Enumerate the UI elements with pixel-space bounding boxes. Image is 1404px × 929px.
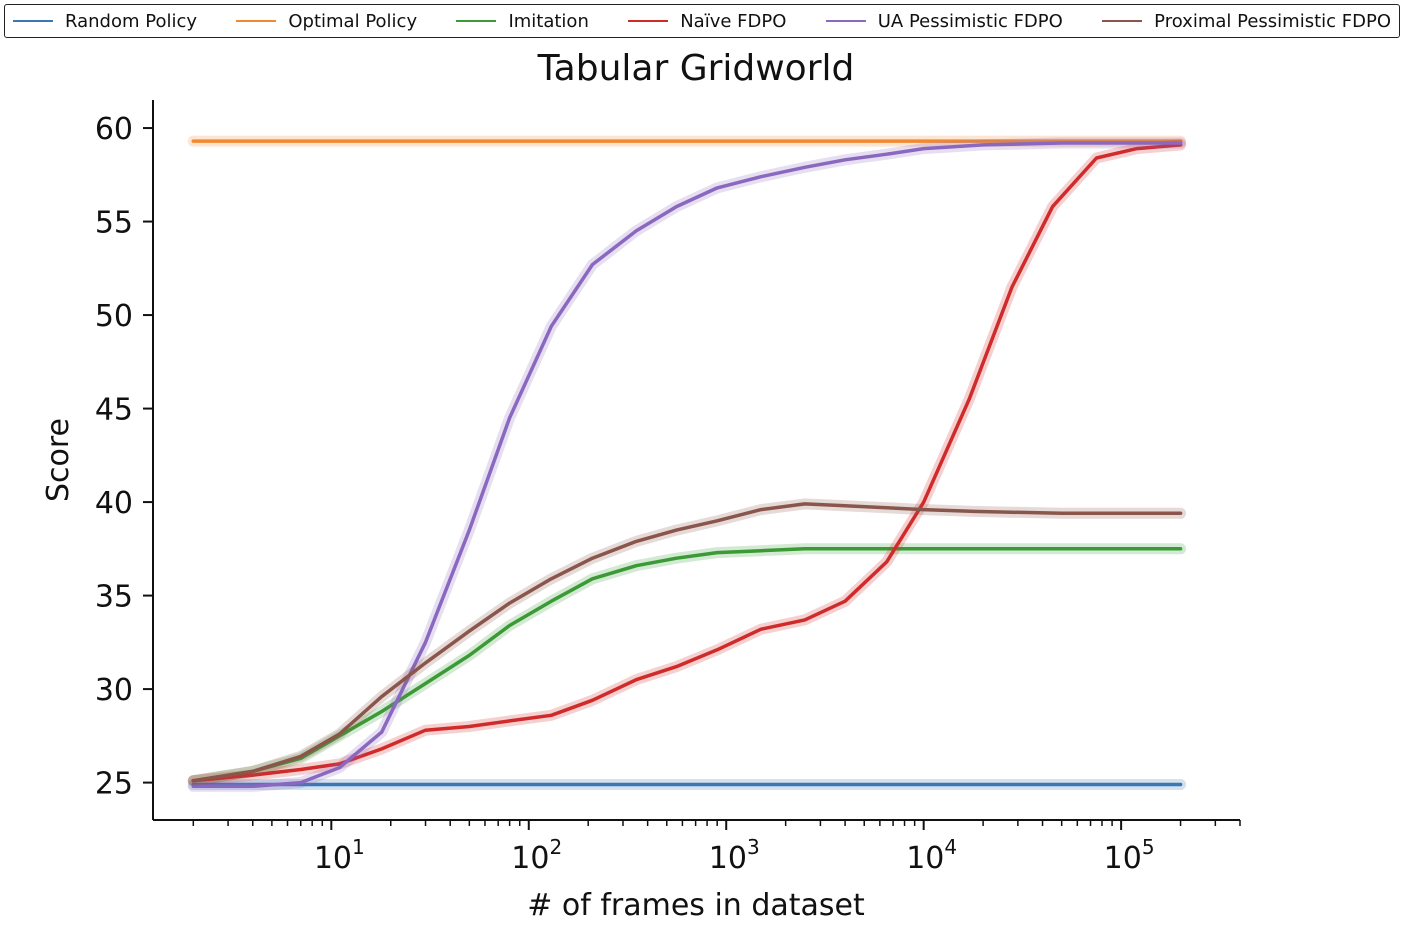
legend-swatch-optimal-policy [236,20,277,22]
x-tick-label: 103 [709,835,760,876]
series-line-ua-pessimistic-fdpo [191,141,1183,789]
axes-layer [152,100,1240,821]
legend-swatch-proximal-pessimistic-fdpo [1102,20,1143,22]
legend-swatch-random-policy [13,20,53,22]
legend-label-imitation: Imitation [508,10,589,32]
y-tick-label: 60 [95,112,133,147]
y-tick-label: 25 [95,767,133,802]
legend-swatch-imitation [456,20,497,22]
x-axis-label: # of frames in dataset [527,888,865,923]
y-tick-label: 35 [95,580,133,615]
legend-item-naive-fdpo: Naïve FDPO [628,11,786,32]
legend-label-proximal-pessimistic-fdpo: Proximal Pessimistic FDPO [1154,10,1391,32]
series-layer [187,135,1187,792]
x-ticks: 101 102 103 104 105 [192,820,1241,876]
legend-label-optimal-policy: Optimal Policy [288,10,418,32]
legend-item-imitation: Imitation [456,10,589,32]
legend: Random Policy Optimal Policy Imitation N… [4,4,1400,38]
y-tick-label: 30 [95,673,133,708]
y-tick-label: 50 [95,299,133,334]
legend-item-proximal-pessimistic-fdpo: Proximal Pessimistic FDPO [1102,11,1391,32]
legend-label-random-policy: Random Policy [65,10,198,32]
series-band-na-ve-fdpo [187,139,1187,787]
legend-label-naive-fdpo: Naïve FDPO [680,10,787,32]
chart-title: Tabular Gridworld [537,48,855,89]
x-tick-label: 101 [314,835,365,876]
legend-swatch-ua-pessimistic-fdpo [825,20,866,22]
y-tick-label: 40 [95,486,133,521]
x-tick-label: 104 [906,835,957,876]
legend-label-ua-pessimistic-fdpo: UA Pessimistic FDPO [877,10,1063,32]
legend-swatch-naive-fdpo [628,20,669,22]
x-tick-label: 105 [1104,835,1155,876]
y-tick-label: 55 [95,206,133,241]
series-line-proximal-pessimistic-fdpo [191,502,1183,783]
x-tick-label: 102 [511,835,562,876]
legend-item-random-policy: Random Policy [13,11,197,32]
y-tick-label: 45 [95,393,133,428]
series-line-na-ve-fdpo [191,143,1183,783]
legend-item-optimal-policy: Optimal Policy [236,11,417,32]
y-ticks: 25 30 35 40 45 50 55 60 [95,112,153,802]
legend-item-ua-pessimistic-fdpo: UA Pessimistic FDPO [825,10,1063,32]
y-axis-label: Score [41,418,76,502]
